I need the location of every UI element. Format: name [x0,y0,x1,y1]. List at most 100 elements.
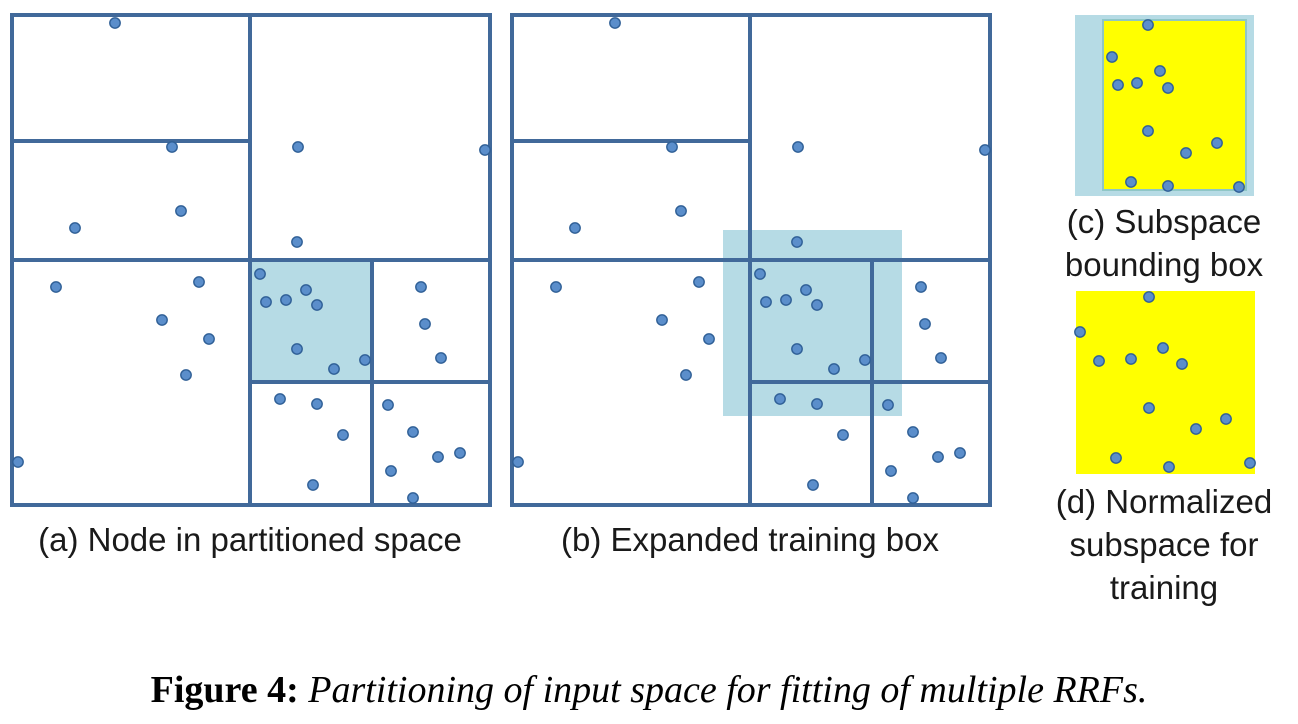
data-point [1093,355,1105,367]
data-point [1142,19,1154,31]
data-point [1157,342,1169,354]
data-point [175,205,187,217]
data-point [1125,176,1137,188]
data-point [675,205,687,217]
data-point [800,284,812,296]
data-point [791,343,803,355]
data-point [359,354,371,366]
data-point [1176,358,1188,370]
data-point [760,296,772,308]
data-point [50,281,62,293]
panel-c-subspace-bounding-box [1075,15,1254,196]
data-point [274,393,286,405]
data-point [1220,413,1232,425]
data-point [837,429,849,441]
caption-c: (c) Subspace bounding box [1064,203,1264,283]
data-point [859,354,871,366]
figure-caption: Figure 4: Partitioning of input space fo… [0,668,1298,712]
data-point [307,479,319,491]
data-point [1125,353,1137,365]
caption-d: (d) Normalized subspace for training [1055,483,1273,606]
data-point [935,352,947,364]
data-point [407,492,419,504]
data-point [454,447,466,459]
data-point [811,398,823,410]
figure-caption-text: Partitioning of input space for fitting … [308,669,1148,711]
data-point [1180,147,1192,159]
data-point [432,451,444,463]
data-point [1162,82,1174,94]
data-point [703,333,715,345]
caption-a: (a) Node in partitioned space [38,521,462,558]
data-point [774,393,786,405]
data-point [1143,402,1155,414]
data-point [156,314,168,326]
data-point [479,144,491,156]
data-point [337,429,349,441]
data-point [415,281,427,293]
data-point [979,144,991,156]
panel-d-normalized-subspace [1074,291,1256,474]
data-point [1244,457,1256,469]
data-point [300,284,312,296]
data-point [1142,125,1154,137]
subspace-bounding-box [1102,19,1247,191]
data-point [1131,77,1143,89]
data-point [907,426,919,438]
data-point [1190,423,1202,435]
data-point [385,465,397,477]
data-point [292,141,304,153]
data-point [69,222,81,234]
data-point [954,447,966,459]
data-point [109,17,121,29]
data-point [166,141,178,153]
data-point [1211,137,1223,149]
data-point [780,294,792,306]
normalized-subspace [1076,291,1255,474]
data-point [280,294,292,306]
data-point [311,299,323,311]
data-point [656,314,668,326]
data-point [754,268,766,280]
data-point [915,281,927,293]
data-point [291,236,303,248]
data-point [680,369,692,381]
figure-caption-label: Figure 4: [150,669,299,711]
data-point [919,318,931,330]
data-point [419,318,431,330]
data-point [1143,291,1155,303]
data-point [254,268,266,280]
data-point [693,276,705,288]
panel-a-partitioned-space [10,13,492,507]
data-point [1106,51,1118,63]
data-point [1110,452,1122,464]
data-point [180,369,192,381]
data-point [311,398,323,410]
data-point [260,296,272,308]
data-point [791,236,803,248]
data-point [1074,326,1086,338]
data-point [828,363,840,375]
data-point [203,333,215,345]
data-point [569,222,581,234]
data-point [807,479,819,491]
data-point [512,456,524,468]
data-point [811,299,823,311]
data-point [1162,180,1174,192]
data-point [407,426,419,438]
data-point [666,141,678,153]
data-point [1163,461,1175,473]
data-point [932,451,944,463]
data-point [382,399,394,411]
caption-b: (b) Expanded training box [561,521,939,558]
data-point [907,492,919,504]
data-point [291,343,303,355]
data-point [550,281,562,293]
data-point [1154,65,1166,77]
data-point [609,17,621,29]
node-highlight [250,260,372,383]
data-point [435,352,447,364]
figure-4-diagram [10,13,1256,507]
data-point [1112,79,1124,91]
data-point [193,276,205,288]
